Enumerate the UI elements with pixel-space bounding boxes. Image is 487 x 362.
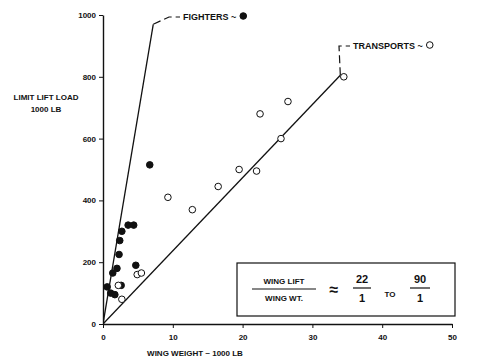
x-tick: 30 [308, 324, 317, 342]
data-point [253, 168, 260, 175]
data-point [114, 265, 121, 272]
data-point [119, 228, 126, 235]
x-axis: 0 10 20 30 40 50 [101, 324, 457, 342]
x-tick-label: 40 [378, 333, 387, 342]
data-point [146, 162, 153, 169]
legend-marker [240, 13, 247, 20]
x-tick-mark [173, 324, 174, 328]
ratio-box-text: ≈ [330, 281, 339, 298]
y-tick: 600 [83, 135, 103, 144]
ratio-box-text: 1 [359, 292, 365, 304]
data-point [112, 291, 119, 298]
fraction-bar [252, 288, 316, 289]
legend-leader [339, 46, 350, 75]
y-tick-mark [99, 77, 103, 78]
ratio-box: WING LIFT WING WT. ≈22 1 TO 90 1 [237, 263, 455, 316]
y-tick-mark [99, 200, 103, 201]
y-tick-label: 1000 [78, 11, 96, 20]
data-point [165, 194, 172, 201]
x-axis-title: WING WEIGHT ~ 1000 LB [147, 349, 243, 358]
data-point [116, 251, 123, 258]
y-axis-title: LIMIT LIFT LOAD [14, 93, 79, 102]
y-axis: 0 200 400 600 800 1000 [78, 11, 103, 329]
y-tick-mark [99, 324, 103, 325]
x-tick: 40 [378, 324, 387, 342]
x-tick: 20 [239, 324, 248, 342]
ratio-box-text: 1 [417, 292, 423, 304]
legend: FIGHTERS ~ TRANSPORTS ~ [153, 12, 433, 75]
data-point [189, 206, 196, 213]
y-tick: 200 [83, 258, 103, 267]
legend-label: TRANSPORTS ~ [353, 41, 423, 51]
x-tick-mark [312, 324, 313, 328]
data-point [119, 296, 126, 303]
ratio-box-text: 22 [356, 273, 368, 285]
y-tick: 400 [83, 196, 103, 205]
y-tick-label: 200 [83, 258, 97, 267]
x-tick-mark [103, 324, 104, 328]
y-tick: 1000 [78, 11, 103, 20]
legend-marker [426, 42, 433, 49]
ratio-box-frame [237, 263, 455, 316]
fraction-bar [353, 287, 371, 288]
data-point [285, 98, 292, 105]
data-point [116, 237, 123, 244]
data-point [133, 262, 140, 269]
data-point [257, 111, 264, 118]
y-tick-label: 0 [92, 320, 97, 329]
ratio-box-text: TO [385, 290, 396, 299]
x-tick-label: 50 [448, 333, 457, 342]
x-tick-label: 20 [239, 333, 248, 342]
y-axis-title: 1000 LB [31, 105, 62, 114]
x-tick: 50 [448, 324, 457, 342]
background [0, 0, 487, 362]
x-tick-mark [243, 324, 244, 328]
x-tick-label: 30 [308, 333, 317, 342]
series-points [104, 162, 153, 298]
data-point [115, 282, 122, 289]
x-axis-line [104, 324, 453, 325]
y-tick-mark [99, 139, 103, 140]
ratio-box-text: 90 [414, 273, 426, 285]
x-tick-mark [382, 324, 383, 328]
y-tick-label: 800 [83, 73, 97, 82]
y-tick-mark [99, 15, 103, 16]
data-point [236, 166, 243, 173]
legend-leader [153, 17, 180, 24]
chart: 0 10 20 30 40 50 0 200 400 600 800 1000 WING WEIGHT … [0, 0, 487, 362]
y-tick-label: 600 [83, 135, 97, 144]
data-point [138, 270, 145, 277]
data-point [278, 135, 285, 142]
x-tick: 10 [169, 324, 178, 342]
x-tick-label: 0 [101, 333, 106, 342]
data-point [341, 74, 348, 81]
data-point [104, 284, 111, 291]
y-tick-label: 400 [83, 196, 97, 205]
y-tick-mark [99, 262, 103, 263]
ratio-box-text: WING WT. [265, 294, 303, 303]
x-tick: 0 [101, 324, 106, 342]
data-point [215, 183, 222, 190]
fraction-bar [410, 287, 430, 288]
y-tick: 800 [83, 73, 103, 82]
legend-label: FIGHTERS ~ [183, 12, 236, 22]
y-tick: 0 [92, 320, 103, 329]
y-axis-line [103, 16, 104, 325]
ratio-box-text: WING LIFT [264, 277, 305, 286]
x-tick-label: 10 [169, 333, 178, 342]
data-point [130, 222, 137, 229]
x-tick-mark [452, 324, 453, 328]
